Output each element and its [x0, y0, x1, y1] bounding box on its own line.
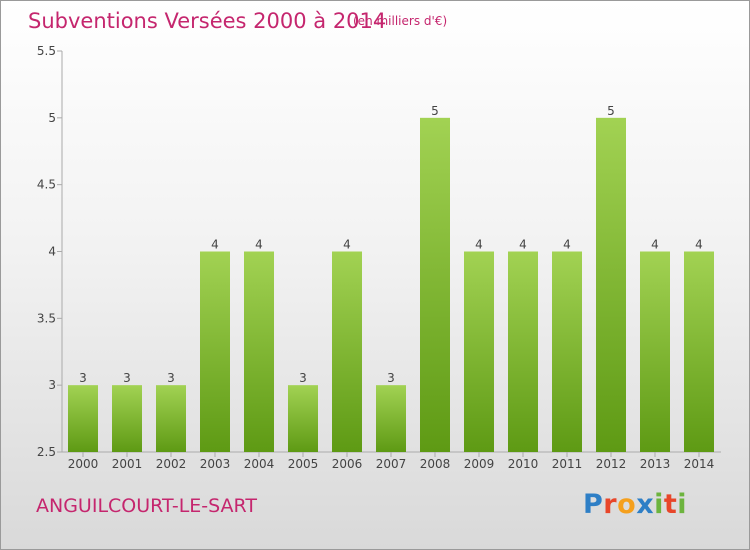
bar [464, 251, 494, 452]
x-tick-label: 2008 [420, 457, 451, 471]
bar-value-label: 4 [651, 238, 659, 252]
bar [156, 385, 186, 452]
x-tick-label: 2010 [508, 457, 539, 471]
x-tick-label: 2011 [552, 457, 583, 471]
commune-name: ANGUILCOURT-LE-SART [36, 495, 257, 517]
bar-chart: 2.5 3 3.5 4 4.5 5 5.5 3 2000 3 2001 3 2002 4 2003 4 200… [37, 44, 721, 471]
x-tick-label: 2012 [596, 457, 627, 471]
x-tick-label: 2000 [68, 457, 99, 471]
x-tick-label: 2013 [640, 457, 671, 471]
bar-value-label: 3 [167, 371, 175, 385]
logo-letter: i [677, 489, 688, 520]
y-tick-label: 4 [48, 245, 56, 259]
bar [68, 385, 98, 452]
x-tick-label: 2003 [200, 457, 231, 471]
bar [332, 251, 362, 452]
bar-value-label: 5 [607, 104, 615, 118]
bar-value-label: 4 [475, 238, 483, 252]
x-tick-label: 2001 [112, 457, 143, 471]
logo-letter: P [583, 489, 604, 520]
bar-value-label: 3 [123, 371, 131, 385]
bar [596, 117, 626, 452]
bar [112, 385, 142, 452]
bar [684, 251, 714, 452]
chart-title: Subventions Versées 2000 à 2014 [28, 9, 387, 33]
x-tick-label: 2014 [684, 457, 715, 471]
bar-value-label: 4 [255, 238, 263, 252]
logo-letter: o [617, 489, 637, 520]
y-tick-label: 3.5 [37, 311, 56, 325]
bar [376, 385, 406, 452]
x-tick-label: 2007 [376, 457, 407, 471]
logo-letter: t [663, 489, 678, 520]
x-tick-label: 2009 [464, 457, 495, 471]
x-tick-label: 2006 [332, 457, 363, 471]
bar [552, 251, 582, 452]
bar-value-label: 4 [343, 238, 351, 252]
logo-letter: i [654, 489, 664, 520]
bar [640, 251, 670, 452]
bar [200, 251, 230, 452]
x-tick-label: 2004 [244, 457, 275, 471]
logo-letter: x [636, 489, 655, 520]
bar-value-label: 3 [299, 371, 307, 385]
logo-letter: r [603, 489, 618, 520]
chart-unit: (en milliers d'€) [353, 14, 448, 28]
y-tick-label: 4.5 [37, 178, 56, 192]
y-tick-label: 2.5 [37, 445, 56, 459]
proxiti-logo[interactable]: Proxiti [583, 489, 687, 520]
x-tick-label: 2002 [156, 457, 187, 471]
y-tick-label: 5 [48, 111, 56, 125]
bar-value-label: 5 [431, 104, 439, 118]
bar-value-label: 3 [79, 371, 87, 385]
bar-value-label: 4 [695, 238, 703, 252]
bar-value-label: 4 [519, 238, 527, 252]
y-tick-label: 5.5 [37, 44, 56, 58]
y-tick-label: 3 [48, 378, 56, 392]
bar [420, 117, 450, 452]
bar-value-label: 4 [211, 238, 219, 252]
bar-value-label: 4 [563, 238, 571, 252]
bar [508, 251, 538, 452]
bar [244, 251, 274, 452]
x-tick-label: 2005 [288, 457, 319, 471]
bar-value-label: 3 [387, 371, 395, 385]
bar [288, 385, 318, 452]
